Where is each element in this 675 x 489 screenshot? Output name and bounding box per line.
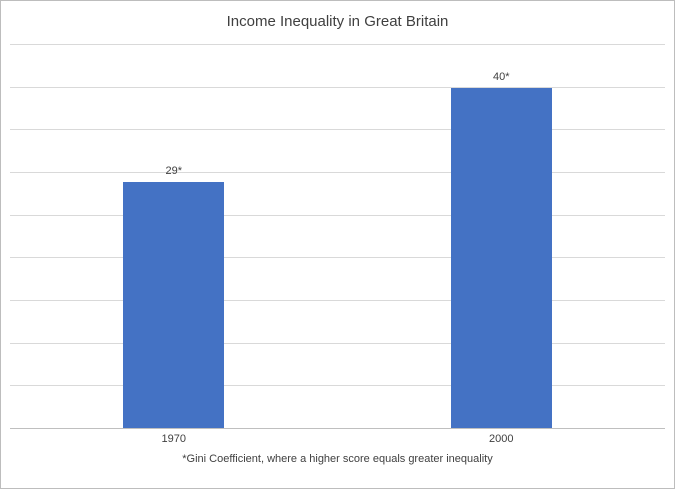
gridline [10,172,665,173]
gridline [10,385,665,387]
x-axis-line [10,428,665,429]
bar-value-label: 29* [165,164,183,177]
gridline [10,86,665,88]
gridline [10,300,665,301]
bar-cell: 40* [338,45,666,429]
x-tick-label: 1970 [161,433,186,445]
gridline [10,214,665,216]
bar-cell: 29* [10,45,338,429]
gridline [10,342,665,344]
bar-2000: 40* [450,71,552,429]
x-tick-label: 2000 [489,433,514,445]
bar-value-label: 40* [492,70,510,83]
x-axis-labels: 1970 2000 [10,433,665,445]
bars-container: 29* 40* [10,45,665,429]
gridline [10,257,665,259]
chart-title: Income Inequality in Great Britain [226,13,449,30]
chart-footnote: *Gini Coefficient, where a higher score … [182,453,493,465]
gridline [10,44,665,45]
bar-1970: 29* [123,165,225,429]
plot-area: 29* 40* [10,44,665,429]
gridline [10,129,665,131]
